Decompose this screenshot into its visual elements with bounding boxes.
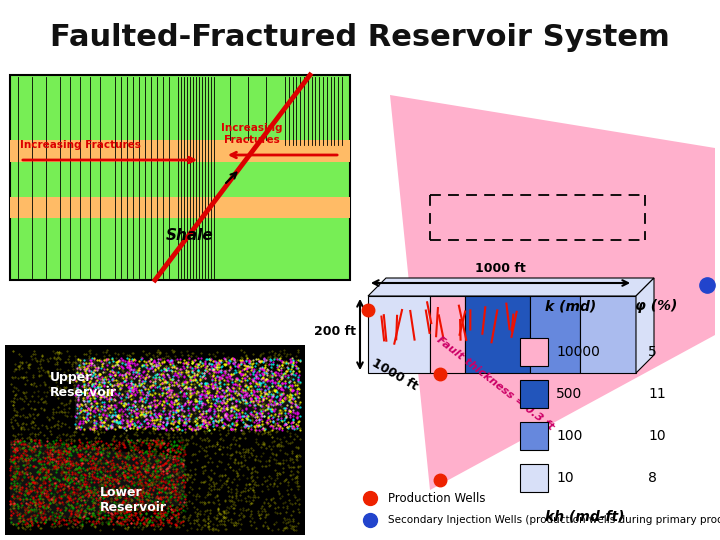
- Text: 200 ft: 200 ft: [314, 325, 356, 338]
- Text: Increasing Fractures: Increasing Fractures: [20, 140, 141, 150]
- Text: Lower
Reservoir: Lower Reservoir: [100, 486, 167, 514]
- Bar: [465, 296, 530, 373]
- Text: Secondary Injection Wells (production wells during primary prod'n): Secondary Injection Wells (production we…: [388, 515, 720, 525]
- Bar: [530, 296, 580, 373]
- Bar: [10, 75, 350, 280]
- Bar: [5, 345, 305, 535]
- Text: 100: 100: [556, 429, 582, 443]
- Text: k (md): k (md): [545, 299, 596, 313]
- Text: Production Wells: Production Wells: [388, 491, 485, 504]
- Text: Upper
Reservoir: Upper Reservoir: [50, 371, 117, 399]
- Polygon shape: [10, 440, 185, 525]
- Text: 11: 11: [648, 387, 666, 401]
- Polygon shape: [636, 278, 654, 373]
- Text: 10000: 10000: [556, 345, 600, 359]
- Bar: [368, 296, 430, 373]
- Bar: [580, 296, 636, 373]
- Polygon shape: [368, 278, 654, 296]
- Bar: [430, 296, 465, 373]
- Bar: [10, 197, 350, 218]
- Text: Shale: Shale: [166, 228, 214, 243]
- Text: 10: 10: [648, 429, 665, 443]
- Text: Fault thickness = 0.3 ft: Fault thickness = 0.3 ft: [435, 334, 555, 432]
- Polygon shape: [75, 358, 300, 430]
- Bar: [520, 422, 548, 450]
- Text: Increasing
Fractures: Increasing Fractures: [221, 124, 283, 145]
- Text: Faulted-Fractured Reservoir System: Faulted-Fractured Reservoir System: [50, 24, 670, 52]
- Text: φ (%): φ (%): [635, 299, 678, 313]
- Text: 500: 500: [556, 387, 582, 401]
- Polygon shape: [390, 95, 715, 490]
- Bar: [520, 338, 548, 366]
- Bar: [520, 464, 548, 492]
- Text: 1000 ft: 1000 ft: [474, 262, 526, 275]
- Text: 1000 ft: 1000 ft: [370, 356, 420, 393]
- Bar: [10, 140, 350, 162]
- Text: 5: 5: [648, 345, 657, 359]
- Text: 10: 10: [556, 471, 574, 485]
- Bar: [520, 380, 548, 408]
- Text: kh (md-ft): kh (md-ft): [545, 510, 624, 524]
- Text: 8: 8: [648, 471, 657, 485]
